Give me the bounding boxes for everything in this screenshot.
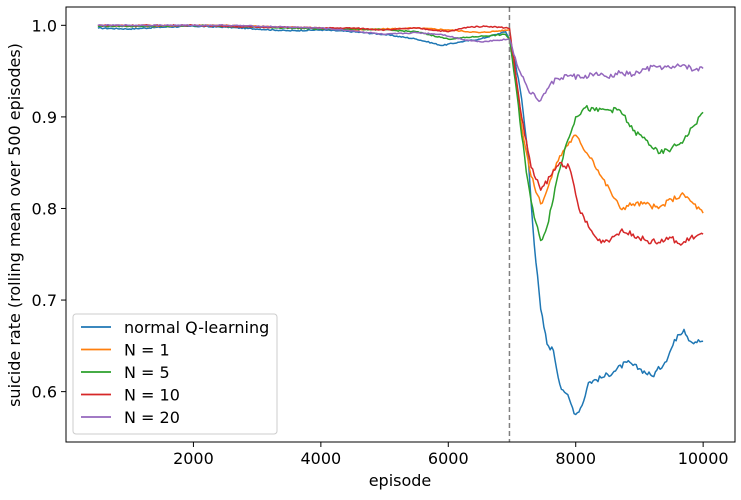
x-tick-label: 10000 — [678, 449, 729, 468]
legend-box — [72, 313, 278, 435]
y-tick-label: 1.0 — [32, 16, 57, 35]
x-tick-label: 6000 — [428, 449, 469, 468]
y-tick-label: 0.6 — [32, 383, 57, 402]
y-axis-label: suicide rate (rolling mean over 500 epis… — [5, 43, 24, 407]
y-tick-label: 0.7 — [32, 291, 57, 310]
x-tick-label: 4000 — [300, 449, 341, 468]
x-axis-ticks: 2000 4000 6000 8000 10000 — [173, 442, 729, 468]
legend: normal Q-learning N = 1 N = 5 N = 10 N = 20 — [72, 313, 278, 435]
legend-label: N = 1 — [124, 341, 170, 360]
plot-frame — [65, 6, 736, 443]
legend-label: N = 10 — [124, 386, 180, 405]
x-tick-label: 8000 — [555, 449, 596, 468]
series-line — [97, 24, 704, 103]
series-layer — [97, 24, 704, 416]
series-line — [97, 25, 704, 416]
legend-label: N = 5 — [124, 363, 170, 382]
x-tick-label: 2000 — [173, 449, 214, 468]
y-axis-ticks: 0.6 0.7 0.8 0.9 1.0 — [32, 16, 66, 402]
y-tick-label: 0.8 — [32, 199, 57, 218]
legend-label: normal Q-learning — [124, 318, 269, 337]
legend-label: N = 20 — [124, 408, 180, 427]
y-tick-label: 0.9 — [32, 108, 57, 127]
x-axis-label: episode — [369, 471, 432, 490]
